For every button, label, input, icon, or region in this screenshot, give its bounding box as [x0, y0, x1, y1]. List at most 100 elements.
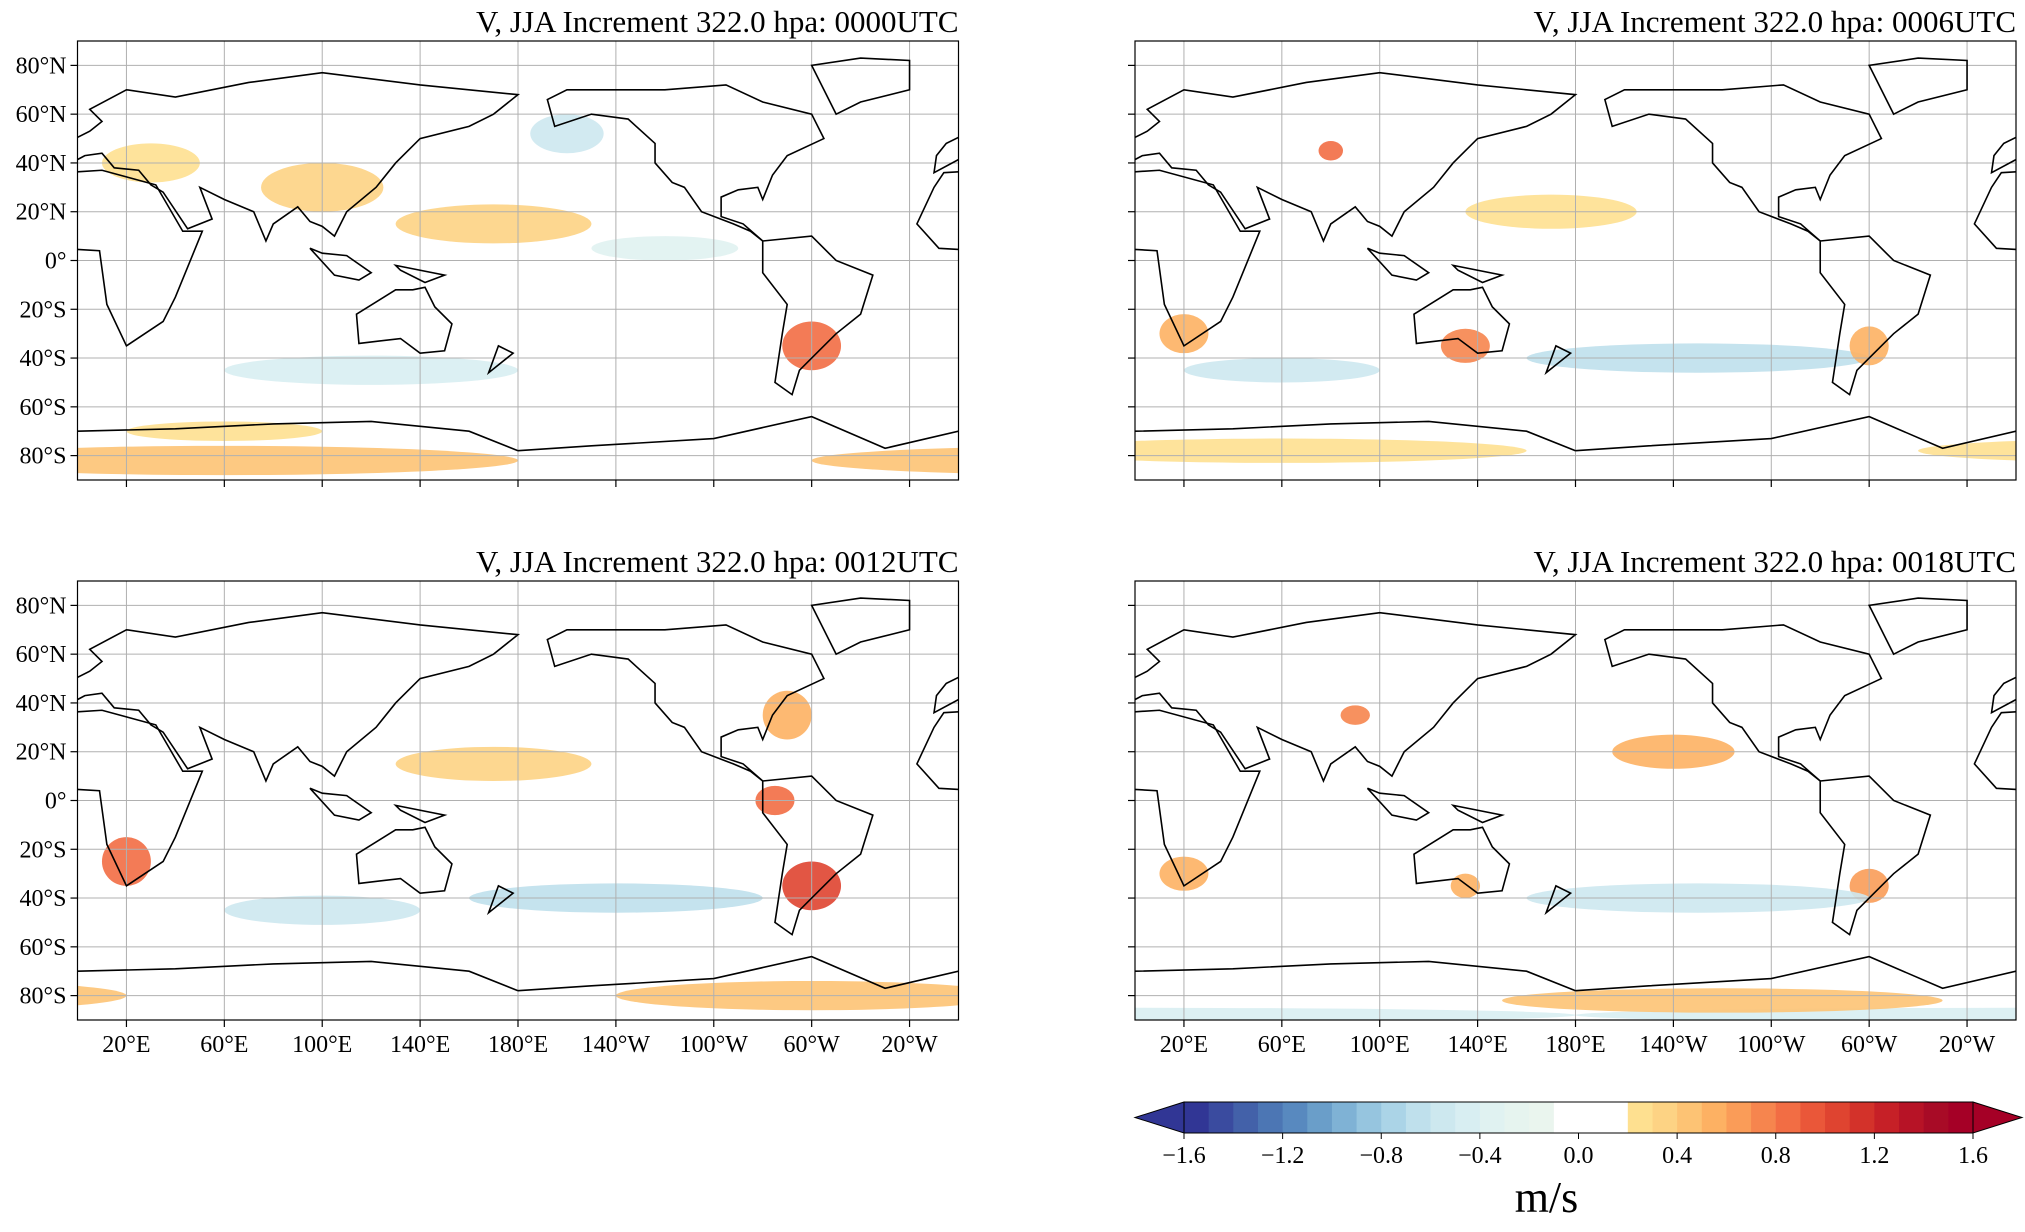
colorbar-swatch: [1331, 1102, 1358, 1133]
shading: [591, 236, 739, 261]
lon-tick-label: 20°E: [1160, 1032, 1208, 1058]
coastline: [915, 170, 959, 251]
lon-tick-label: 100°E: [292, 1032, 352, 1058]
coastline: [1277, 265, 1326, 282]
lon-tick-label: 140°E: [390, 1032, 450, 1058]
lon-tick-label: 140°E: [1447, 1032, 1507, 1058]
lon-tick-label: 20°W: [1939, 1032, 1996, 1058]
coastline: [988, 58, 1086, 114]
coastline: [761, 235, 874, 396]
lat-tick-label: 80°N: [16, 53, 67, 79]
map-panel: 80°N 60°N 40°N 20°N 0° 20°S 40°S 60°S 80°S V, JJA…: [16, 4, 1326, 487]
coastline: [77, 709, 204, 888]
colorbar-swatch: [1504, 1102, 1530, 1133]
lon-tick-label: 60°E: [200, 1032, 248, 1058]
lon-tick-label: 60°E: [1258, 1032, 1306, 1058]
colorbar-swatch: [1849, 1102, 1875, 1133]
coastline: [1135, 71, 1578, 244]
coastline: [309, 247, 373, 281]
colorbar-swatch: [1553, 1102, 1579, 1133]
lon-tick-label: 60°W: [1841, 1032, 1898, 1058]
shading: [811, 447, 959, 474]
lat-tick-label: 80°N: [16, 593, 67, 619]
coastline: [1450, 804, 1505, 824]
coastline: [939, 236, 1049, 395]
lat-tick-label: 60°S: [20, 935, 67, 961]
coastline: [1413, 826, 1511, 895]
shading: [1450, 873, 1481, 899]
coastline: [939, 776, 1049, 935]
colorbar-swatch: [1455, 1102, 1481, 1133]
colorbar-swatch: [1948, 1102, 1974, 1133]
map-panel: V, JJA Increment 322.0 hpa: 0006UTC: [939, 4, 2017, 487]
coastline: [355, 286, 453, 355]
coastline: [1867, 597, 1968, 656]
coastline: [988, 598, 1086, 654]
lat-tick-label: 40°N: [16, 691, 67, 717]
colorbar-tick-label: 1.2: [1859, 1143, 1889, 1169]
coastline: [77, 420, 519, 452]
colorbar-tick-label: −1.2: [1261, 1143, 1305, 1169]
coastline: [77, 71, 521, 244]
coastline: [309, 787, 373, 821]
coastline: [810, 57, 911, 116]
coastline: [1603, 624, 1883, 782]
map-panel: 20°E 60°E 100°E 140°E 180°E 140°W 100°W 60°W 20°…: [939, 544, 2017, 1058]
coastline: [1450, 264, 1505, 284]
colorbar-swatch: [1751, 1102, 1777, 1133]
coastline: [1867, 57, 1968, 116]
coastline: [1819, 235, 1932, 396]
map-body: [77, 41, 1326, 480]
coastline: [1366, 787, 1431, 821]
panel-title: V, JJA Increment 322.0 hpa: 0012UTC: [476, 544, 958, 579]
coastline: [1990, 136, 2016, 175]
map-frame: [1134, 580, 2017, 1021]
colorbar-swatch: [1923, 1102, 1949, 1133]
coastline: [1603, 84, 1883, 242]
colorbar-swatch: [1430, 1102, 1456, 1133]
colorbar-swatch: [1479, 1102, 1506, 1133]
coastline: [1575, 415, 2016, 452]
coastline: [517, 955, 959, 992]
shading: [395, 746, 592, 781]
map-body: [939, 41, 2016, 480]
panel-title: V, JJA Increment 322.0 hpa: 0018UTC: [1534, 544, 2016, 579]
coastline: [1135, 960, 1576, 992]
colorbar-swatch: [1726, 1102, 1752, 1133]
colorbar-swatch: [1356, 1102, 1382, 1133]
coastline: [1544, 344, 1573, 376]
colorbar-tick-label: −0.4: [1458, 1143, 1502, 1169]
lat-tick-label: 60°S: [20, 395, 67, 421]
colorbar-tick-label: −1.6: [1162, 1143, 1206, 1169]
coastline: [486, 884, 515, 916]
colorbar-swatch: [1184, 1102, 1210, 1133]
lat-tick-label: 20°N: [16, 200, 67, 226]
lon-tick-label: 20°W: [881, 1032, 938, 1058]
lon-tick-label: 100°W: [680, 1032, 749, 1058]
coastline: [1135, 169, 1261, 348]
map-panel: 80°N 60°N 40°N 20°N 0° 20°S 40°S 60°S 80°S 20°E 60…: [16, 544, 1032, 1058]
coastline: [1366, 247, 1431, 281]
colorbar-swatch: [1578, 1102, 1604, 1133]
shading: [1502, 988, 1943, 1013]
lon-tick-label: 140°W: [1639, 1032, 1708, 1058]
lat-tick-label: 20°S: [20, 297, 67, 323]
colorbar-swatch: [1775, 1102, 1801, 1133]
shading: [969, 869, 1008, 903]
coastline: [1819, 775, 1932, 936]
coastline: [810, 597, 911, 656]
coastline: [1973, 710, 2016, 791]
coastline: [355, 826, 453, 895]
colorbar-tick-label: 0.4: [1662, 1143, 1692, 1169]
lat-tick-label: 20°N: [16, 740, 67, 766]
panel-title: V, JJA Increment 322.0 hpa: 0006UTC: [1534, 4, 2016, 39]
colorbar-tick-label: −0.8: [1359, 1143, 1403, 1169]
colorbar-swatch: [1529, 1102, 1555, 1133]
lat-tick-label: 40°N: [16, 151, 67, 177]
coastline: [915, 710, 959, 791]
lat-tick-label: 80°S: [20, 444, 67, 470]
coastline: [1413, 286, 1511, 355]
coastline: [546, 84, 825, 242]
shading: [983, 837, 1032, 886]
